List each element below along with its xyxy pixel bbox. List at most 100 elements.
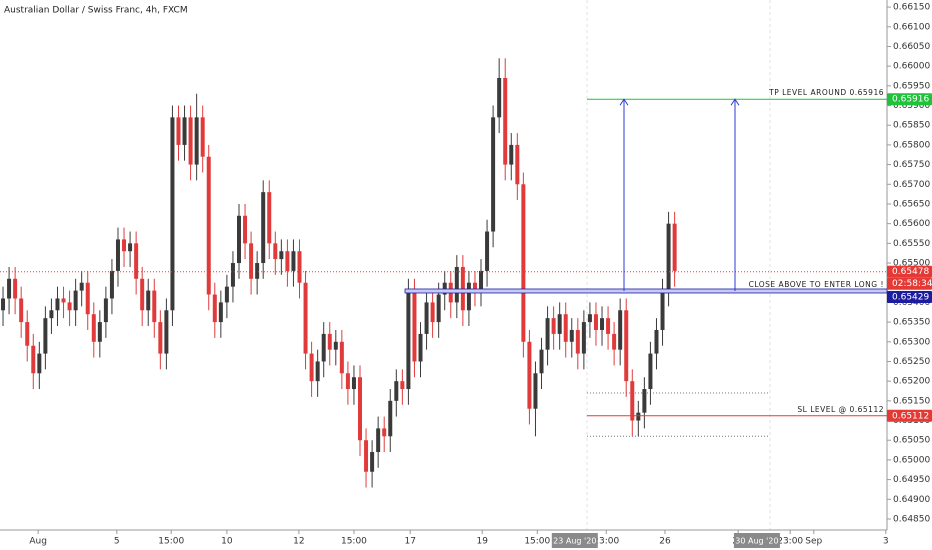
entry-price-box-text: 0.65429 bbox=[892, 292, 929, 302]
candle-body bbox=[37, 353, 42, 374]
x-tick-label: 19 bbox=[476, 537, 488, 547]
y-tick-label: 0.66050 bbox=[893, 42, 930, 52]
x-tick-label: Aug bbox=[29, 537, 47, 547]
candle-body bbox=[600, 318, 605, 330]
candle-body bbox=[412, 290, 417, 362]
candle-body bbox=[273, 243, 278, 260]
y-tick-label: 0.65750 bbox=[893, 160, 930, 170]
candle-body bbox=[206, 156, 211, 295]
x-tick-label: 17 bbox=[404, 537, 415, 547]
candle-body bbox=[430, 302, 435, 323]
candle-body bbox=[364, 440, 369, 472]
candle-body bbox=[230, 263, 235, 287]
candle-body bbox=[400, 381, 405, 390]
candle-body bbox=[31, 345, 36, 374]
candle-body bbox=[406, 290, 411, 390]
candle-body bbox=[19, 298, 24, 323]
level-label: SL LEVEL @ 0.65112 bbox=[797, 405, 884, 414]
y-tick-label: 0.66100 bbox=[893, 22, 930, 32]
candle-body bbox=[103, 298, 108, 323]
candle-body bbox=[479, 270, 484, 291]
candle-body bbox=[164, 310, 169, 354]
candle-body bbox=[128, 243, 133, 252]
x-tick-label: 10 bbox=[221, 537, 233, 547]
candle-body bbox=[297, 251, 302, 283]
candle-body bbox=[394, 381, 399, 401]
tp-price-box bbox=[887, 93, 932, 106]
x-tick-label: 23:00 bbox=[777, 537, 803, 547]
candle-body bbox=[49, 310, 54, 319]
candle-body bbox=[43, 318, 48, 354]
candle-body bbox=[660, 290, 665, 330]
candle-body bbox=[224, 286, 229, 303]
candle-body bbox=[140, 278, 145, 311]
candle-body bbox=[279, 251, 284, 260]
candle-body bbox=[7, 278, 12, 299]
candle-body bbox=[333, 341, 338, 350]
candle-body bbox=[285, 251, 290, 271]
candle-body bbox=[358, 377, 363, 441]
candle-body bbox=[539, 349, 544, 374]
sl-price-box bbox=[887, 409, 932, 422]
y-tick-label: 0.64900 bbox=[893, 495, 930, 505]
candle-body bbox=[345, 373, 350, 390]
candle-body bbox=[236, 215, 241, 264]
candle-body bbox=[642, 389, 647, 413]
candle-body bbox=[200, 117, 205, 157]
tp-price-box-text: 0.65916 bbox=[892, 95, 929, 105]
candle-body bbox=[55, 298, 60, 311]
x-tick-label: 15:00 bbox=[158, 537, 184, 547]
candle-body bbox=[654, 329, 659, 354]
candle-body bbox=[91, 314, 96, 342]
countdown-box-text: 02:58:34 bbox=[892, 279, 932, 289]
candle-body bbox=[593, 314, 598, 330]
x-tick-label: 15:00 bbox=[341, 537, 367, 547]
last-price-box bbox=[887, 265, 932, 278]
y-tick-label: 0.65550 bbox=[893, 239, 930, 249]
level-label: CLOSE ABOVE TO ENTER LONG ! bbox=[749, 280, 884, 289]
y-tick-label: 0.65050 bbox=[893, 436, 930, 446]
x-tick-label: 5 bbox=[114, 537, 120, 547]
entry-price-box bbox=[887, 290, 932, 303]
y-tick-label: 0.65500 bbox=[893, 259, 930, 269]
candle-body bbox=[370, 452, 375, 472]
candle-body bbox=[648, 353, 653, 390]
candle-body bbox=[509, 144, 514, 165]
candle-body bbox=[485, 231, 490, 271]
candle-body bbox=[351, 377, 356, 390]
candle-body bbox=[25, 322, 30, 346]
candle-body bbox=[249, 243, 254, 279]
candle-body bbox=[182, 117, 187, 145]
x-highlight-label: 30 Aug '20 bbox=[735, 537, 778, 546]
level-label: TP LEVEL AROUND 0.65916 bbox=[768, 88, 884, 97]
candle-body bbox=[472, 282, 477, 291]
candle-body bbox=[109, 270, 114, 299]
candle-body bbox=[73, 290, 78, 311]
candle-body bbox=[188, 117, 193, 165]
candle-body bbox=[376, 428, 381, 453]
candle-body bbox=[557, 314, 562, 334]
candle-body bbox=[309, 353, 314, 382]
candle-body bbox=[630, 381, 635, 421]
arrow-head bbox=[619, 98, 629, 106]
candle-body bbox=[97, 322, 102, 342]
x-tick-label: 12 bbox=[293, 537, 304, 547]
y-tick-label: 0.64850 bbox=[893, 514, 930, 524]
y-tick-label: 0.65000 bbox=[893, 455, 930, 465]
last-price-box-text: 0.65478 bbox=[892, 267, 929, 277]
candle-body bbox=[466, 282, 471, 311]
candle-body bbox=[243, 215, 248, 244]
candle-body bbox=[303, 282, 308, 354]
candle-body bbox=[339, 341, 344, 374]
y-tick-label: 0.65600 bbox=[893, 219, 930, 229]
candle-body bbox=[115, 239, 120, 271]
candle-body bbox=[503, 77, 508, 165]
candle-body bbox=[13, 278, 18, 299]
candle-body bbox=[267, 192, 272, 244]
candle-body bbox=[497, 77, 502, 118]
candle-body bbox=[388, 400, 393, 437]
arrow-head bbox=[730, 98, 740, 106]
y-tick-label: 0.66150 bbox=[893, 3, 930, 13]
candle-body bbox=[79, 282, 84, 291]
